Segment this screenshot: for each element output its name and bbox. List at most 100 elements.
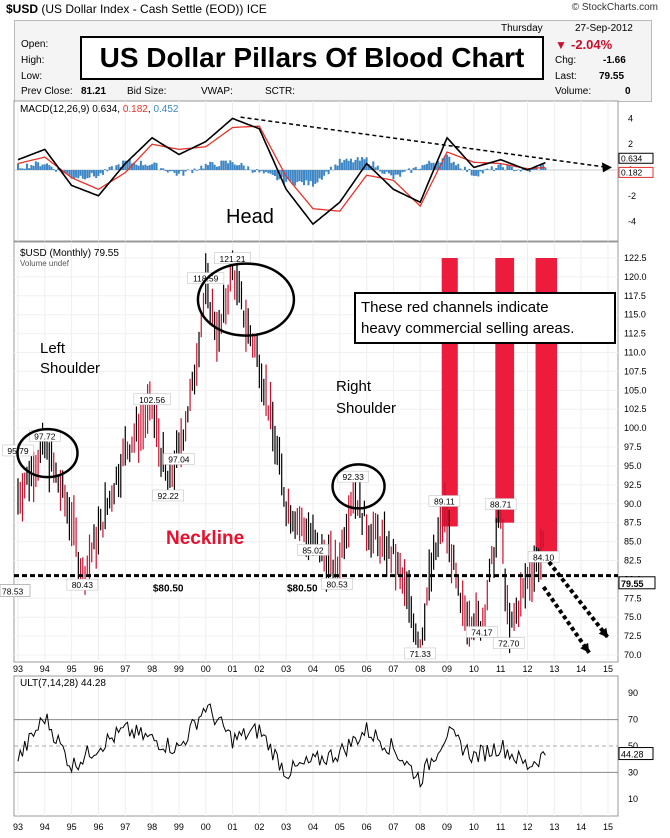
price-y-tick: 102.5 bbox=[624, 404, 647, 414]
chg-value: -1.66 bbox=[603, 55, 626, 66]
price-y-tick: 75.0 bbox=[624, 612, 642, 622]
macd-histogram-bar bbox=[253, 170, 256, 173]
first-price-label: 78.53 bbox=[2, 586, 24, 596]
macd-histogram-bar bbox=[271, 170, 274, 175]
right-shoulder-circle bbox=[331, 463, 386, 510]
x-tick-label: 96 bbox=[93, 664, 103, 674]
bid-size-label: Bid Size: bbox=[127, 86, 167, 97]
macd-histogram-bar bbox=[198, 169, 201, 170]
projection-arrow-head bbox=[580, 642, 590, 653]
macd-histogram-bar bbox=[307, 170, 310, 186]
macd-histogram-bar bbox=[222, 160, 225, 170]
price-point-label: 74.17 bbox=[471, 627, 493, 637]
macd-histogram-bar bbox=[294, 170, 297, 186]
macd-histogram-bar bbox=[144, 164, 147, 170]
macd-histogram-bar bbox=[372, 161, 375, 170]
macd-histogram-bar bbox=[247, 166, 250, 170]
macd-histogram-bar bbox=[269, 170, 272, 174]
macd-histogram-bar bbox=[385, 170, 388, 172]
x-tick-label: 09 bbox=[442, 822, 452, 832]
macd-histogram-bar bbox=[84, 170, 87, 180]
macd-histogram-bar bbox=[231, 162, 234, 170]
macd-histogram-bar bbox=[193, 168, 196, 170]
macd-histogram-bar bbox=[224, 160, 227, 170]
macd-histogram-bar bbox=[287, 170, 290, 180]
macd-histogram-bar bbox=[403, 170, 406, 172]
price-point-label: 85.02 bbox=[302, 545, 324, 555]
macd-histogram-bar bbox=[146, 165, 149, 170]
macd-histogram-bar bbox=[256, 169, 259, 170]
price-label-box bbox=[484, 498, 517, 510]
macd-histogram-bar bbox=[497, 164, 500, 170]
macd-histogram-bar bbox=[25, 163, 28, 170]
x-tick-label: 05 bbox=[335, 664, 345, 674]
x-tick-label: 06 bbox=[362, 822, 372, 832]
price-label-box bbox=[133, 393, 171, 406]
macd-histogram-bar bbox=[126, 160, 129, 170]
macd-histogram-bar bbox=[92, 170, 95, 177]
macd-histogram-bar bbox=[251, 170, 254, 173]
ult-y-tick: 30 bbox=[628, 767, 638, 777]
macd-histogram-bar bbox=[238, 164, 241, 170]
macd-histogram-bar bbox=[336, 165, 339, 170]
price-y-tick: 110.0 bbox=[624, 348, 646, 358]
macd-histogram-bar bbox=[68, 170, 71, 176]
macd-histogram-bar bbox=[470, 170, 473, 176]
macd-histogram-bar bbox=[452, 161, 455, 170]
macd-histogram-bar bbox=[41, 164, 44, 170]
macd-histogram-bar bbox=[75, 170, 78, 178]
macd-histogram-bar bbox=[88, 170, 91, 178]
price-y-tick: 82.5 bbox=[624, 555, 642, 565]
macd-histogram-bar bbox=[162, 168, 165, 170]
macd-histogram-bar bbox=[468, 168, 471, 170]
macd-histogram-bar bbox=[423, 164, 426, 170]
macd-histogram-bar bbox=[32, 165, 35, 170]
macd-y-tick: 4 bbox=[628, 113, 633, 123]
price-point-label: 97.04 bbox=[168, 455, 190, 465]
open-label: Open: bbox=[21, 39, 49, 50]
macd-histogram-bar bbox=[209, 161, 212, 170]
macd-histogram-bar bbox=[390, 170, 393, 176]
left-shoulder-annotation-1: Left bbox=[40, 340, 66, 357]
price-legend: $USD (Monthly) 79.55 bbox=[20, 248, 119, 259]
macd-histogram-bar bbox=[180, 170, 183, 172]
volume-legend: Volume undef bbox=[20, 259, 70, 268]
vwap-label: VWAP: bbox=[201, 86, 233, 97]
macd-histogram-bar bbox=[519, 170, 522, 172]
macd-histogram-bar bbox=[282, 170, 285, 184]
macd-signal-line bbox=[17, 125, 546, 212]
price-point-label: 102.56 bbox=[139, 395, 165, 405]
price-point-label: 92.33 bbox=[343, 472, 365, 482]
price-y-tick: 92.5 bbox=[624, 480, 642, 490]
macd-y-tick: -4 bbox=[628, 217, 636, 227]
last-value: 79.55 bbox=[599, 71, 625, 82]
macd-histogram-bar bbox=[347, 160, 350, 170]
macd-histogram-bar bbox=[325, 170, 328, 172]
price-y-tick: 120.0 bbox=[624, 272, 647, 282]
low-label: Low: bbox=[21, 71, 43, 82]
macd-y-tick: -2 bbox=[628, 191, 636, 201]
macd-histogram-bar bbox=[345, 158, 348, 170]
macd-histogram-bar bbox=[425, 163, 428, 170]
macd-histogram-bar bbox=[273, 170, 276, 177]
macd-histogram-bar bbox=[430, 162, 433, 170]
macd-histogram-bar bbox=[383, 170, 386, 175]
macd-histogram-bar bbox=[363, 159, 366, 170]
macd-histogram-bar bbox=[235, 165, 238, 170]
x-tick-label: 12 bbox=[522, 822, 532, 832]
x-tick-label: 05 bbox=[335, 822, 345, 832]
macd-histogram-bar bbox=[171, 170, 174, 172]
macd-histogram-bar bbox=[410, 170, 413, 174]
x-tick-label: 96 bbox=[93, 822, 103, 832]
left-shoulder-circle bbox=[16, 427, 79, 479]
macd-histogram-bar bbox=[441, 158, 444, 170]
macd-histogram-bar bbox=[106, 170, 109, 172]
macd-histogram-bar bbox=[117, 164, 120, 170]
macd-histogram-bar bbox=[446, 154, 449, 170]
macd-histogram-bar bbox=[164, 170, 167, 172]
macd-histogram-bar bbox=[314, 170, 317, 184]
macd-histogram-bar bbox=[17, 163, 19, 170]
macd-histogram-bar bbox=[419, 168, 422, 170]
macd-histogram-bar bbox=[173, 170, 176, 173]
macd-histogram-bar bbox=[77, 170, 80, 179]
